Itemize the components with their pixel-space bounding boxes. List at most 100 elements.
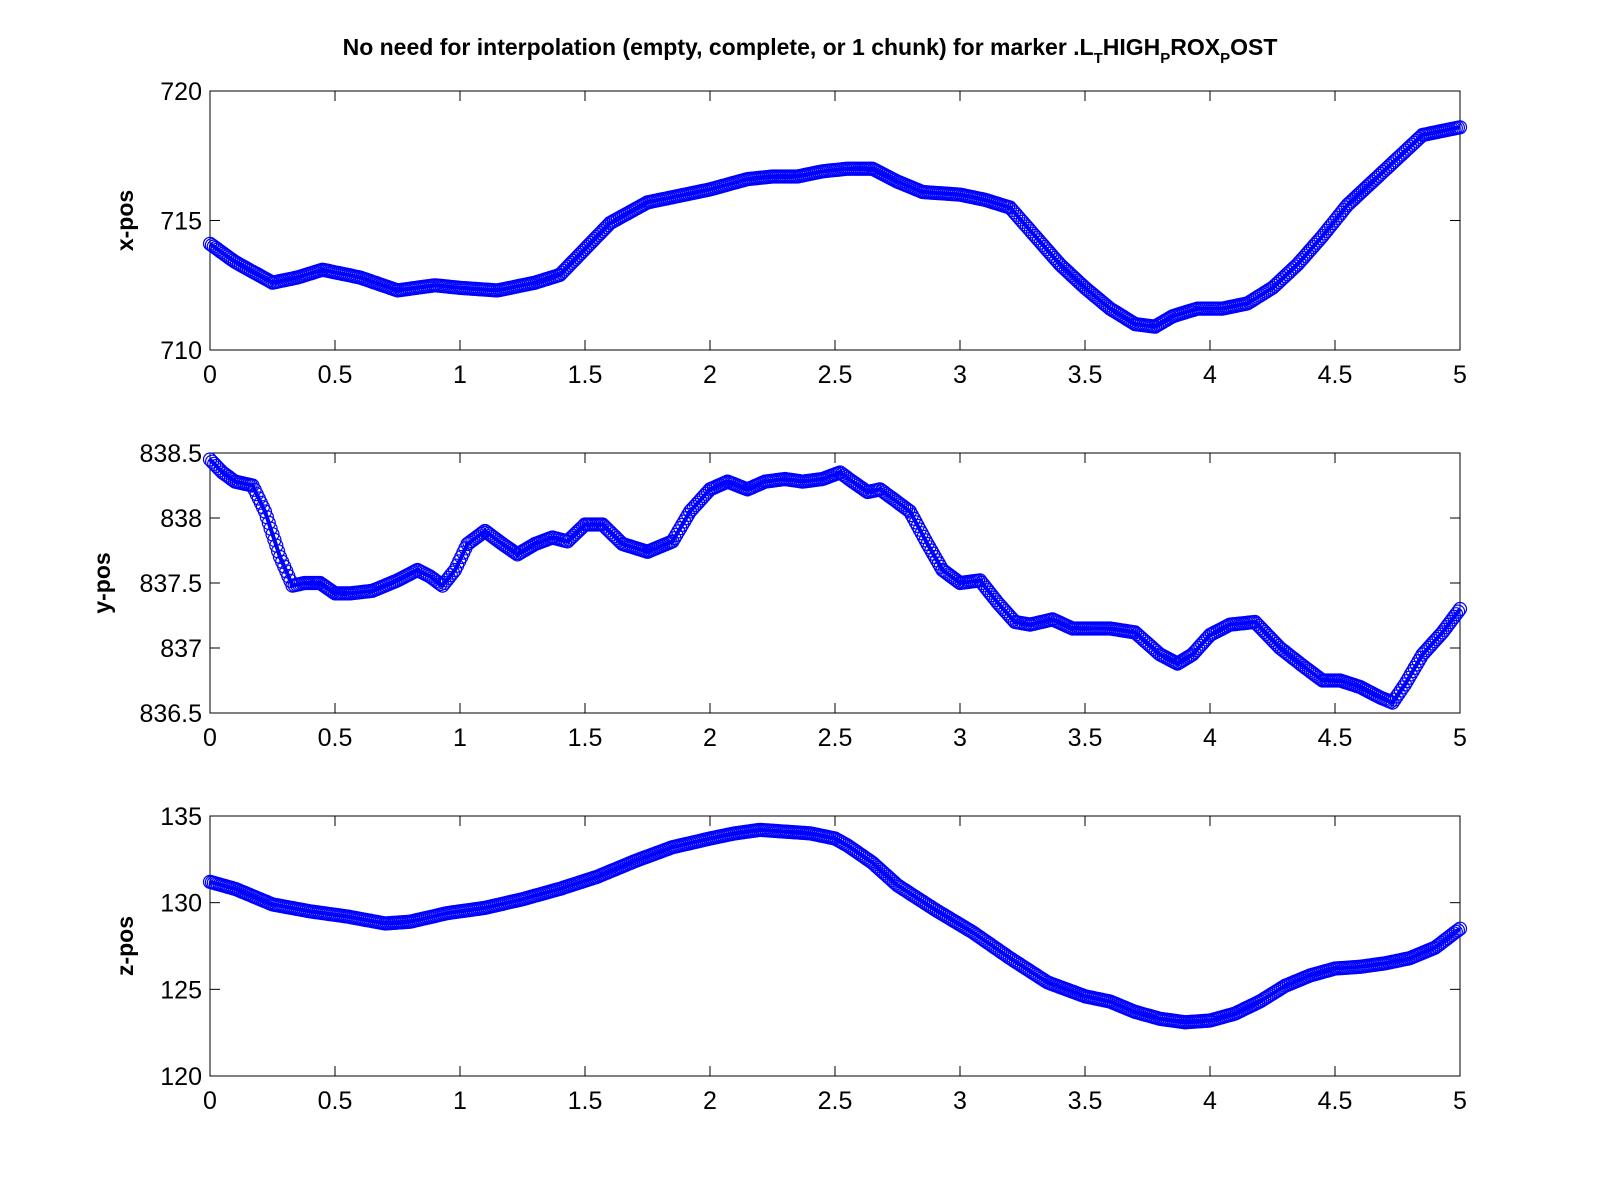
data-point <box>904 507 920 523</box>
data-point <box>1183 648 1198 663</box>
data-point <box>1452 120 1468 135</box>
x-tick-label: 3.5 <box>1068 361 1103 389</box>
data-point <box>1355 183 1371 198</box>
y-tick-label: 710 <box>160 337 202 365</box>
data-point <box>1349 188 1365 204</box>
data-point <box>1448 924 1463 939</box>
data-point <box>976 578 992 593</box>
x-tick-label: 2.5 <box>818 724 853 752</box>
data-point <box>568 526 583 542</box>
series-markers <box>202 120 1468 334</box>
x-tick-label: 4 <box>1203 724 1217 752</box>
y-tick-label: 836.5 <box>139 700 202 728</box>
data-point <box>1353 185 1369 200</box>
axes-box <box>209 815 1461 1077</box>
y-tick-label: 715 <box>160 208 202 236</box>
data-point <box>1450 604 1466 619</box>
series-markers <box>202 452 1468 710</box>
x-tick-label: 2.5 <box>818 361 853 389</box>
data-point <box>1052 257 1068 272</box>
x-tick-label: 0 <box>203 1087 217 1115</box>
data-point <box>1450 923 1466 938</box>
y-tick-label: 135 <box>160 803 202 831</box>
data-point <box>910 518 925 534</box>
data-point <box>980 583 995 598</box>
x-tick-label: 1 <box>453 724 467 752</box>
data-point <box>984 587 999 603</box>
x-tick-label: 2.5 <box>818 1087 853 1115</box>
subplot-z-pos: 0 0.5 1 1.5 2 2.5 3 3.5 4 4.5 5 120 125 130 135 z-pos <box>112 803 1468 1115</box>
data-point <box>1062 266 1077 281</box>
data-point <box>1452 921 1468 936</box>
y-tick-label: 130 <box>160 890 202 918</box>
y-tick-label: 125 <box>160 976 202 1004</box>
chart-title: No need for interpolation (empty, comple… <box>343 34 1278 67</box>
x-tick-label: 0.5 <box>318 361 353 389</box>
x-tick-label: 4.5 <box>1318 1087 1353 1115</box>
x-tick-label: 4 <box>1203 1087 1217 1115</box>
data-point <box>972 573 988 588</box>
y-tick-label: 720 <box>160 78 202 106</box>
x-tick-label: 0 <box>203 724 217 752</box>
data-point <box>445 565 460 580</box>
y-axis-label: x-pos <box>112 190 138 251</box>
data-point <box>1351 187 1367 202</box>
data-point <box>1344 194 1359 209</box>
x-tick-label: 3 <box>953 724 967 752</box>
data-point <box>476 525 491 540</box>
data-point <box>1342 196 1357 211</box>
data-point <box>1066 270 1081 285</box>
data-point <box>908 515 923 530</box>
x-tick-label: 3.5 <box>1068 1087 1103 1115</box>
data-point <box>1357 181 1372 196</box>
subplot-panels: 0 0.5 1 1.5 2 2.5 3 3.5 4 4.5 5 710 715 720 x-pos 0 0.5 1… <box>89 78 1468 1115</box>
x-tick-label: 1 <box>453 361 467 389</box>
x-tick-label: 0 <box>203 361 217 389</box>
y-tick-label: 838 <box>160 505 202 533</box>
data-point <box>1448 607 1464 622</box>
x-tick-label: 1.5 <box>568 361 603 389</box>
data-point <box>1005 612 1021 627</box>
x-tick-label: 1.5 <box>568 1087 603 1115</box>
data-point <box>261 273 276 288</box>
y-tick-label: 120 <box>160 1063 202 1091</box>
x-tick-label: 5 <box>1453 1087 1467 1115</box>
data-point <box>1054 259 1070 274</box>
data-point <box>1068 271 1083 286</box>
data-point <box>1056 261 1071 276</box>
data-point <box>914 526 929 541</box>
x-tick-label: 2 <box>703 1087 717 1115</box>
y-tick-label: 837.5 <box>139 570 202 598</box>
y-axis-label: z-pos <box>112 916 138 976</box>
data-point <box>1346 192 1361 207</box>
data-point <box>878 867 894 883</box>
data-point <box>408 563 423 579</box>
subplot-y-pos: 0 0.5 1 1.5 2 2.5 3 3.5 4 4.5 5 836.5 837 837.5 838 838… <box>89 440 1468 752</box>
data-point <box>1452 601 1468 617</box>
data-point <box>986 590 1001 605</box>
y-tick-label: 837 <box>160 635 202 663</box>
data-point <box>560 534 575 549</box>
series-markers <box>202 822 1468 1030</box>
x-tick-label: 1.5 <box>568 724 603 752</box>
x-tick-label: 1 <box>453 1087 467 1115</box>
data-point <box>1064 268 1079 283</box>
x-tick-label: 5 <box>1453 724 1467 752</box>
y-tick-label: 838.5 <box>139 440 202 468</box>
data-point <box>271 544 286 559</box>
x-tick-label: 4 <box>1203 361 1217 389</box>
data-point <box>912 522 927 537</box>
subplot-x-pos: 0 0.5 1 1.5 2 2.5 3 3.5 4 4.5 5 710 715 720 x-pos <box>112 78 1468 389</box>
x-tick-label: 3 <box>953 361 967 389</box>
data-point <box>1060 264 1075 279</box>
data-point <box>1348 190 1363 205</box>
data-point <box>902 504 918 519</box>
data-point <box>1340 197 1355 213</box>
y-axis-label: y-pos <box>89 552 115 613</box>
data-point <box>1050 255 1066 270</box>
x-tick-label: 5 <box>1453 361 1467 389</box>
x-tick-label: 0.5 <box>318 724 353 752</box>
axes-box <box>209 90 1461 351</box>
x-tick-label: 4.5 <box>1318 724 1353 752</box>
